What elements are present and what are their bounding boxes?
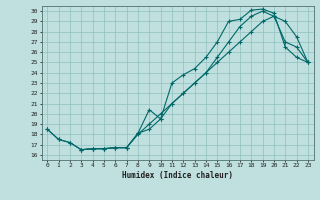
X-axis label: Humidex (Indice chaleur): Humidex (Indice chaleur) bbox=[122, 171, 233, 180]
